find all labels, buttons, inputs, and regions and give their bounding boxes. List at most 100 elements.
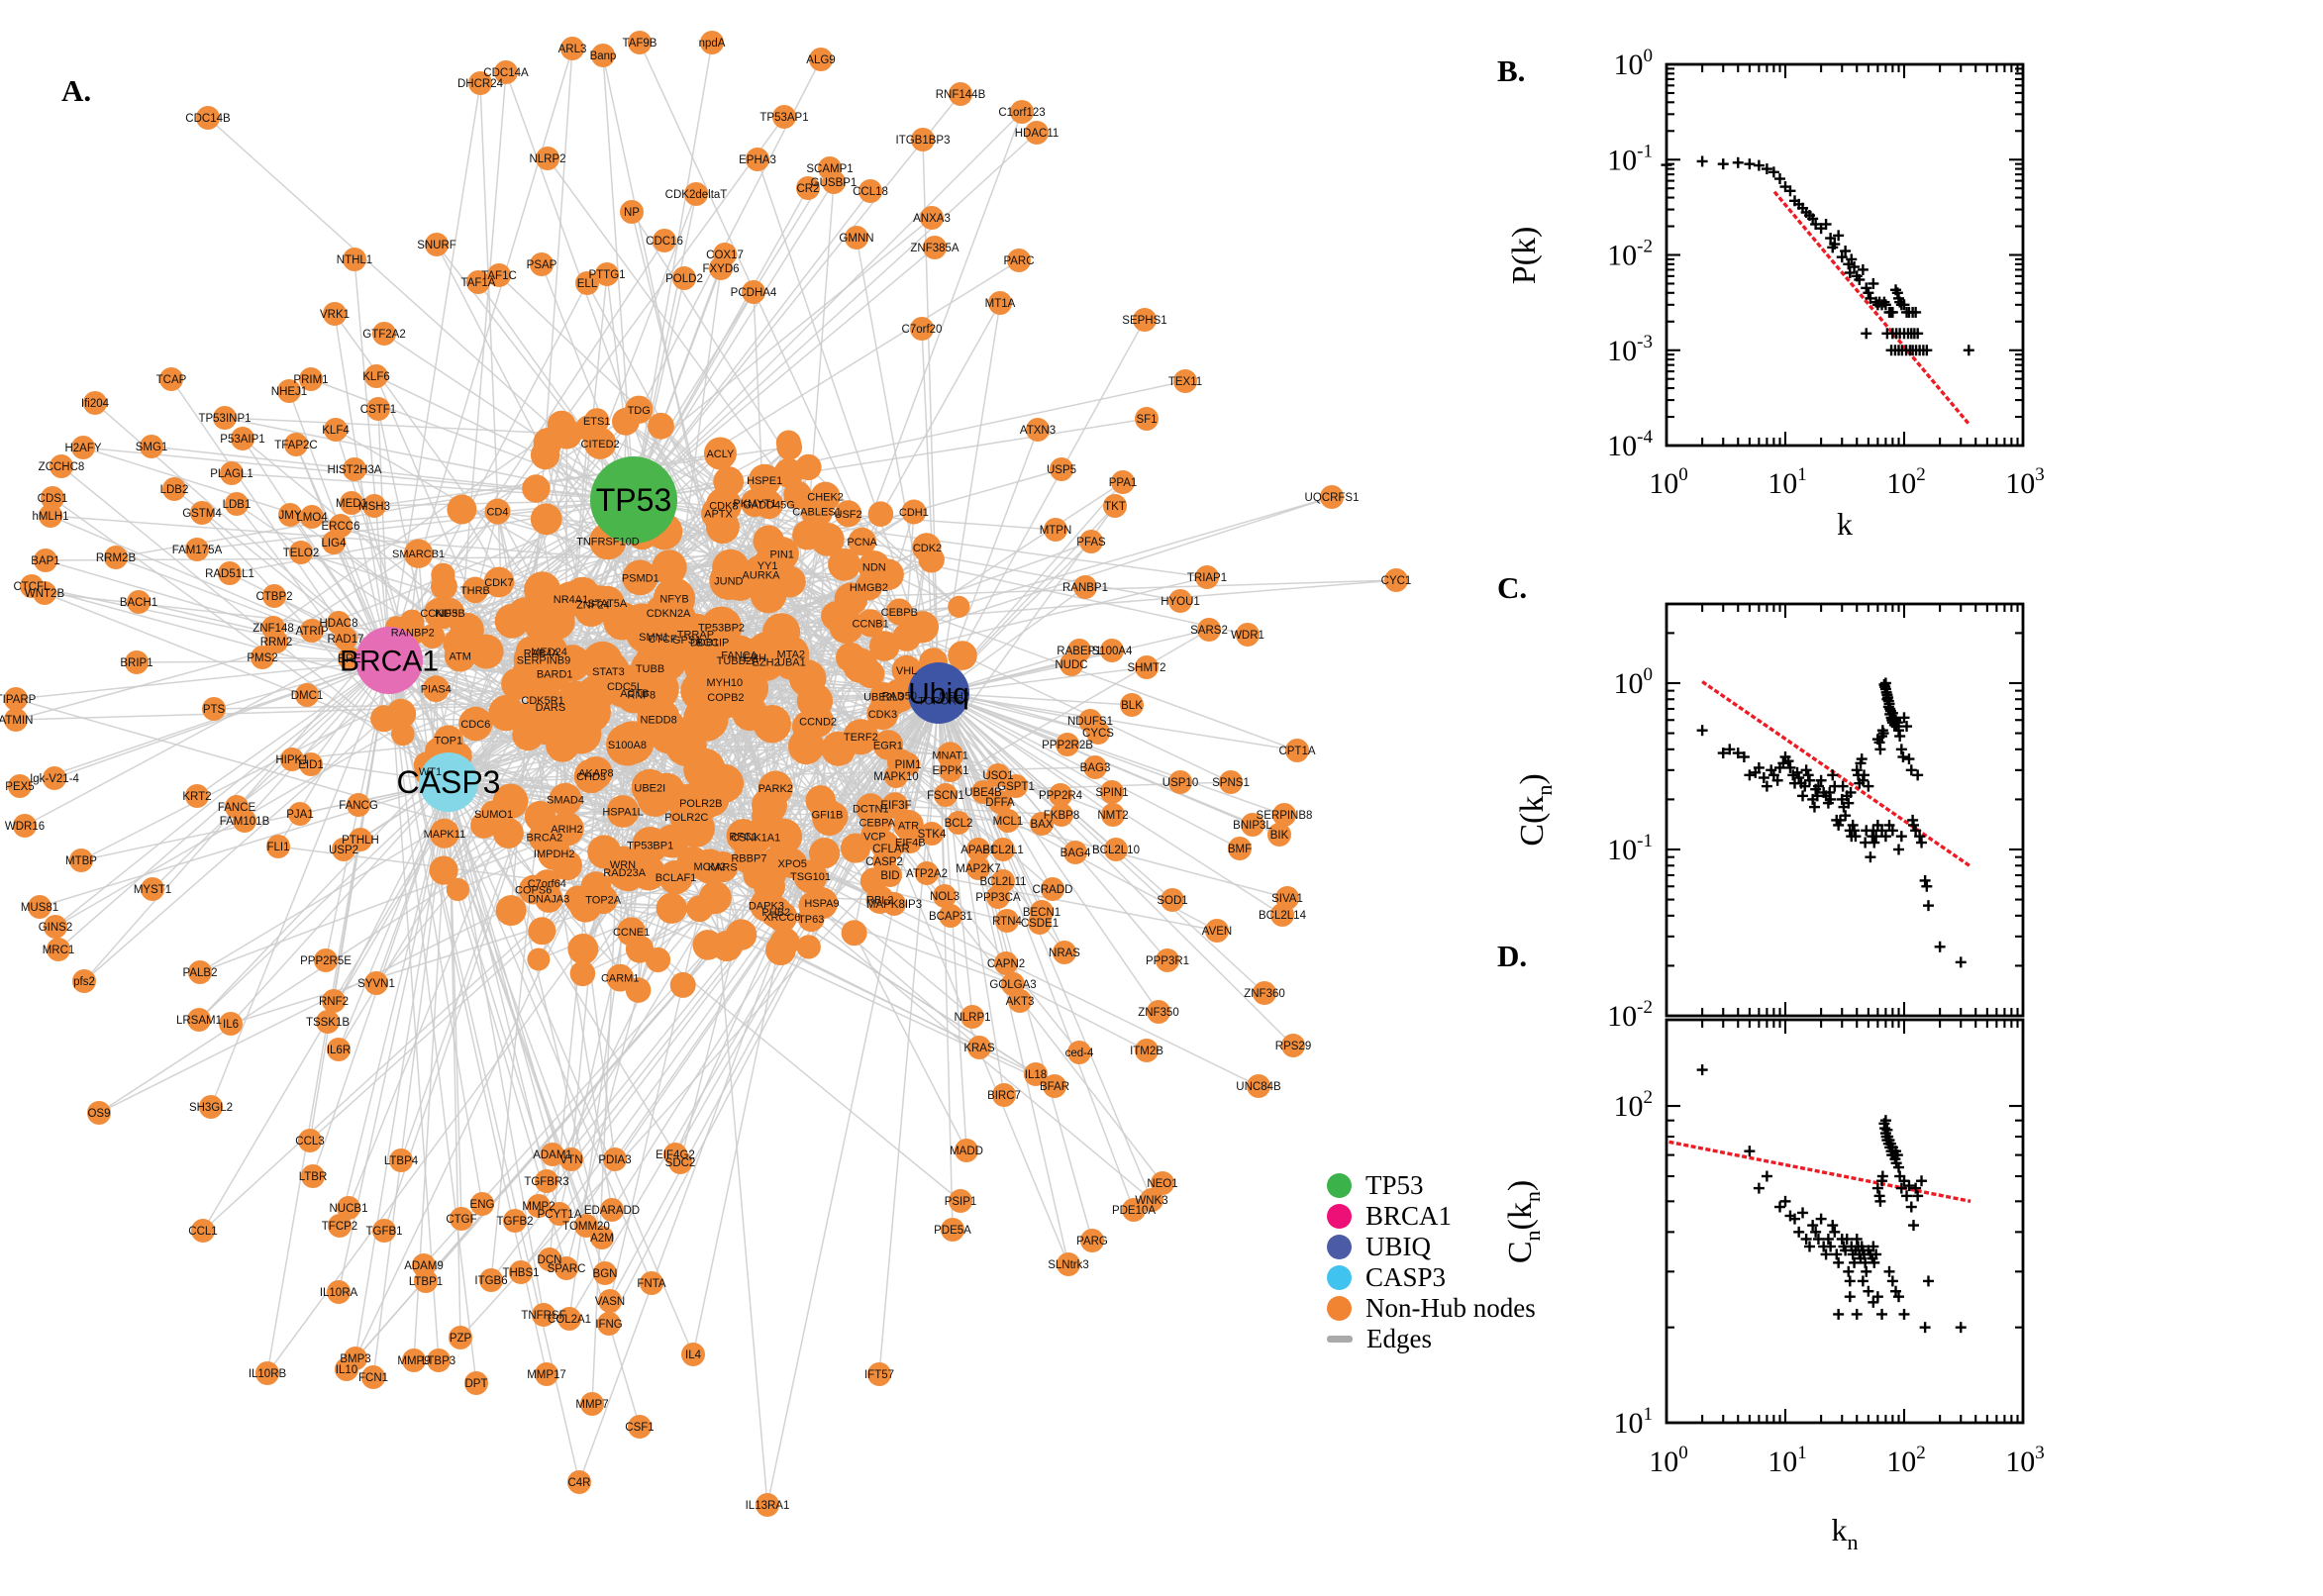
network-node-label: APTX bbox=[704, 509, 733, 521]
network-node bbox=[920, 206, 944, 230]
network-node bbox=[549, 782, 582, 817]
network-node-label: BCL2L10 bbox=[1092, 845, 1140, 856]
network-node-label: LMO4 bbox=[296, 512, 328, 524]
network-node-label: PDIA3 bbox=[598, 1154, 631, 1166]
network-edge bbox=[388, 659, 440, 1361]
network-node-label: WT1 bbox=[419, 766, 442, 778]
network-edge bbox=[388, 659, 548, 1375]
network-node-label: LDB2 bbox=[160, 484, 189, 496]
network-node bbox=[859, 562, 890, 593]
network-node-label: EGR1 bbox=[873, 740, 903, 751]
network-node bbox=[512, 719, 545, 751]
network-node bbox=[775, 430, 802, 455]
network-node-label: GSTM4 bbox=[182, 508, 222, 520]
network-edge bbox=[152, 659, 390, 890]
network-node-label: UBE4B bbox=[964, 787, 1002, 799]
network-node-label: MTA2 bbox=[777, 649, 806, 661]
legend-label: CASP3 bbox=[1365, 1262, 1447, 1292]
network-node-label: CAPN2 bbox=[987, 958, 1025, 970]
axis-ticks bbox=[1665, 62, 2025, 448]
network-node-label: CARM1 bbox=[601, 973, 640, 985]
network-node-label: IL13RA1 bbox=[746, 1500, 790, 1512]
network-node bbox=[50, 454, 73, 478]
network-node bbox=[681, 1343, 705, 1366]
network-node-label: HSPE1 bbox=[747, 475, 782, 487]
network-node-label: CDC6 bbox=[460, 719, 490, 731]
network-node-label: ERCC6 bbox=[322, 521, 360, 533]
network-node bbox=[1073, 575, 1097, 599]
network-node-label: MNAT1 bbox=[932, 750, 967, 762]
network-node bbox=[557, 1307, 581, 1331]
fit-line bbox=[1668, 1140, 1971, 1204]
network-node bbox=[83, 391, 107, 415]
network-node-label: CEBPB bbox=[881, 607, 918, 619]
network-node-label: EZH2 bbox=[753, 657, 780, 669]
network-node-label: NEDD8 bbox=[640, 715, 676, 727]
network-node-label: CDC16 bbox=[646, 236, 683, 248]
network-node bbox=[535, 1362, 558, 1386]
network-node bbox=[622, 603, 662, 643]
network-node-label: CTGF bbox=[446, 1214, 476, 1226]
network-node bbox=[552, 418, 582, 449]
network-node-label: RBL2 bbox=[866, 895, 894, 907]
network-node-label: CTCF bbox=[648, 634, 677, 646]
network-node-label: CEBPA bbox=[858, 817, 895, 829]
network-node-label: MT1A bbox=[985, 298, 1016, 310]
network-node-label: TAF1C bbox=[481, 270, 517, 282]
network-node-label: GFI1B bbox=[812, 810, 844, 822]
axis-ticks bbox=[1665, 604, 2025, 1018]
network-node bbox=[923, 236, 947, 259]
network-node-label: ENG bbox=[470, 1199, 495, 1211]
network-node-label: MMP17 bbox=[527, 1369, 566, 1381]
network-node bbox=[449, 1326, 472, 1349]
network-node-label: SEPHS1 bbox=[1122, 315, 1166, 327]
network-node bbox=[495, 895, 527, 927]
network-node-label: ACTB bbox=[620, 688, 649, 700]
network-node bbox=[220, 461, 244, 485]
network-node bbox=[159, 367, 183, 391]
network-node bbox=[1004, 774, 1028, 798]
network-edge bbox=[338, 781, 450, 1050]
network-node-label: EIF4G2 bbox=[656, 1149, 695, 1161]
network-node bbox=[446, 877, 469, 902]
network-node bbox=[430, 603, 455, 630]
network-node-label: CDC5L bbox=[607, 681, 643, 693]
network-node bbox=[1008, 989, 1032, 1013]
network-node-label: NP bbox=[624, 207, 640, 219]
network-node bbox=[1140, 1188, 1163, 1212]
network-node-label: WNT2B bbox=[25, 588, 65, 600]
network-node bbox=[288, 802, 312, 826]
network-node bbox=[587, 835, 622, 869]
network-edge bbox=[633, 181, 835, 501]
network-node bbox=[1135, 655, 1159, 679]
network-node-label: NUDC bbox=[1055, 659, 1087, 671]
network-node bbox=[1101, 803, 1125, 827]
network-node bbox=[1104, 838, 1128, 861]
network-node bbox=[569, 960, 596, 987]
network-node bbox=[792, 520, 823, 550]
network-node bbox=[580, 1392, 604, 1416]
plot-frame bbox=[1665, 602, 2025, 1018]
network-node bbox=[327, 1038, 351, 1061]
network-node-label: CDC14B bbox=[185, 113, 231, 125]
network-node-label: LTBP1 bbox=[409, 1276, 443, 1288]
network-node bbox=[1111, 470, 1135, 494]
network-node bbox=[1100, 780, 1124, 804]
panel-a-label: A. bbox=[61, 73, 92, 108]
network-node-label: ATXN3 bbox=[1020, 425, 1056, 437]
network-edge bbox=[899, 541, 1092, 613]
network-legend: TP53 BRCA1 UBIQ CASP3 Non-Hub nodes Edges bbox=[1327, 1170, 1536, 1354]
network-node bbox=[41, 486, 64, 510]
network-node-label: FSCN1 bbox=[927, 790, 964, 802]
network-node-label: BACH1 bbox=[120, 597, 157, 609]
network-node-label: HIST2H3A bbox=[328, 464, 382, 476]
network-node-label: hMLH1 bbox=[32, 511, 68, 523]
network-node-label: TOPORS bbox=[918, 695, 963, 707]
network-node-label: MED1 bbox=[336, 498, 367, 510]
network-node bbox=[991, 838, 1015, 861]
network-edge bbox=[39, 781, 450, 908]
network-node-label: KRT2 bbox=[182, 791, 211, 803]
network-node bbox=[757, 538, 793, 574]
